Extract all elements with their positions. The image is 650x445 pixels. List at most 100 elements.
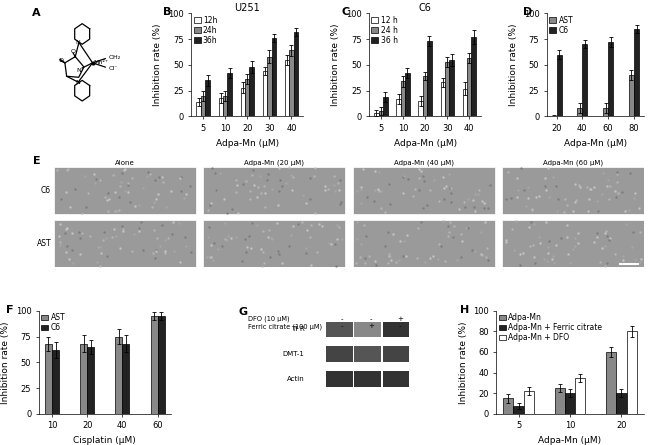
Bar bbox=[405, 73, 410, 117]
Text: +: + bbox=[397, 316, 403, 322]
Bar bbox=[608, 42, 614, 117]
Bar bbox=[419, 101, 423, 117]
Text: +: + bbox=[368, 323, 374, 329]
Bar bbox=[503, 398, 514, 414]
Bar bbox=[471, 37, 476, 117]
Bar bbox=[502, 167, 644, 214]
Bar bbox=[45, 344, 52, 414]
Y-axis label: Inhibition rate (%): Inhibition rate (%) bbox=[509, 24, 518, 106]
Bar bbox=[423, 76, 427, 117]
Bar bbox=[463, 89, 467, 117]
Bar bbox=[556, 55, 562, 117]
Text: Mn²⁺: Mn²⁺ bbox=[94, 61, 109, 65]
Bar bbox=[285, 60, 289, 117]
Bar bbox=[218, 98, 223, 117]
Text: -: - bbox=[341, 316, 343, 322]
Bar bbox=[467, 58, 471, 117]
Text: -: - bbox=[341, 323, 343, 329]
Legend: 12h, 24h, 36h: 12h, 24h, 36h bbox=[192, 14, 219, 46]
Text: F: F bbox=[6, 304, 14, 315]
Text: E: E bbox=[33, 156, 40, 166]
Legend: AST, C6: AST, C6 bbox=[40, 312, 66, 334]
Bar bbox=[634, 29, 639, 117]
Bar bbox=[263, 71, 267, 117]
Text: OH₂: OH₂ bbox=[109, 55, 121, 60]
Text: AST: AST bbox=[36, 239, 51, 248]
Bar bbox=[354, 371, 381, 387]
Bar bbox=[374, 113, 379, 117]
Text: C6: C6 bbox=[41, 186, 51, 194]
Bar bbox=[196, 102, 201, 117]
Bar bbox=[294, 32, 298, 117]
Y-axis label: Inhibition rate (%): Inhibition rate (%) bbox=[458, 321, 467, 404]
Bar bbox=[223, 96, 227, 117]
Text: Adpa-Mn (60 μM): Adpa-Mn (60 μM) bbox=[543, 159, 603, 166]
Text: N: N bbox=[75, 80, 80, 85]
Bar bbox=[514, 405, 524, 414]
Bar bbox=[122, 344, 129, 414]
Bar bbox=[383, 346, 410, 362]
Bar bbox=[627, 332, 637, 414]
X-axis label: Adpa-Mn (μM): Adpa-Mn (μM) bbox=[538, 436, 601, 445]
Legend: Adpa-Mn, Adpa-Mn + Ferric citrate, Adpa-Mn + DFO: Adpa-Mn, Adpa-Mn + Ferric citrate, Adpa-… bbox=[497, 312, 603, 344]
Bar bbox=[383, 371, 410, 387]
Bar bbox=[272, 38, 276, 117]
Bar bbox=[449, 60, 454, 117]
Bar bbox=[383, 322, 410, 337]
Bar bbox=[616, 393, 627, 414]
Text: N: N bbox=[75, 40, 80, 44]
Text: Alone: Alone bbox=[115, 160, 135, 166]
X-axis label: Adpa-Mn (μM): Adpa-Mn (μM) bbox=[216, 139, 279, 148]
Bar bbox=[554, 388, 565, 414]
Bar bbox=[383, 97, 387, 117]
Y-axis label: Inhibition rate (%): Inhibition rate (%) bbox=[153, 24, 162, 106]
Bar bbox=[441, 82, 445, 117]
Bar bbox=[401, 81, 405, 117]
Bar bbox=[54, 167, 196, 214]
Text: O: O bbox=[70, 49, 75, 53]
Bar bbox=[524, 391, 534, 414]
Bar bbox=[289, 50, 294, 117]
Bar bbox=[502, 220, 644, 267]
Text: G: G bbox=[238, 307, 247, 316]
Bar bbox=[80, 344, 87, 414]
Text: DFO (10 μM): DFO (10 μM) bbox=[248, 316, 290, 322]
Text: -: - bbox=[398, 323, 401, 329]
Bar bbox=[629, 75, 634, 117]
Bar bbox=[354, 322, 381, 337]
Bar bbox=[326, 371, 352, 387]
Text: C: C bbox=[341, 7, 350, 17]
Legend: AST, C6: AST, C6 bbox=[548, 14, 575, 36]
Bar bbox=[326, 346, 352, 362]
Bar bbox=[5, 436, 10, 438]
Text: Actin: Actin bbox=[287, 376, 305, 382]
Bar bbox=[445, 62, 449, 117]
Text: Adpa-Mn (20 μM): Adpa-Mn (20 μM) bbox=[244, 159, 304, 166]
Bar bbox=[551, 117, 556, 118]
Bar bbox=[606, 352, 616, 414]
Y-axis label: Inhibition rate (%): Inhibition rate (%) bbox=[332, 24, 340, 106]
Text: A: A bbox=[32, 8, 41, 18]
Title: U251: U251 bbox=[235, 3, 260, 12]
Title: C6: C6 bbox=[419, 3, 432, 12]
Y-axis label: Inhibition rate (%): Inhibition rate (%) bbox=[1, 321, 10, 404]
Text: Cl⁻: Cl⁻ bbox=[109, 66, 118, 71]
Bar bbox=[577, 108, 582, 117]
Bar bbox=[353, 167, 495, 214]
Legend: 12 h, 24 h, 36 h: 12 h, 24 h, 36 h bbox=[370, 14, 399, 46]
Bar bbox=[353, 220, 495, 267]
Bar bbox=[240, 88, 245, 117]
Bar bbox=[205, 81, 210, 117]
Bar bbox=[379, 111, 383, 117]
Bar bbox=[151, 316, 157, 414]
Bar bbox=[267, 57, 272, 117]
Bar bbox=[603, 108, 608, 117]
Bar bbox=[201, 96, 205, 117]
Bar bbox=[203, 220, 346, 267]
Text: DMT-1: DMT-1 bbox=[283, 351, 305, 357]
Bar bbox=[157, 316, 164, 414]
Bar bbox=[245, 79, 250, 117]
X-axis label: Adpa-Mn (μM): Adpa-Mn (μM) bbox=[564, 139, 627, 148]
Text: Adpa-Mn (40 μM): Adpa-Mn (40 μM) bbox=[394, 159, 454, 166]
Bar bbox=[250, 67, 254, 117]
